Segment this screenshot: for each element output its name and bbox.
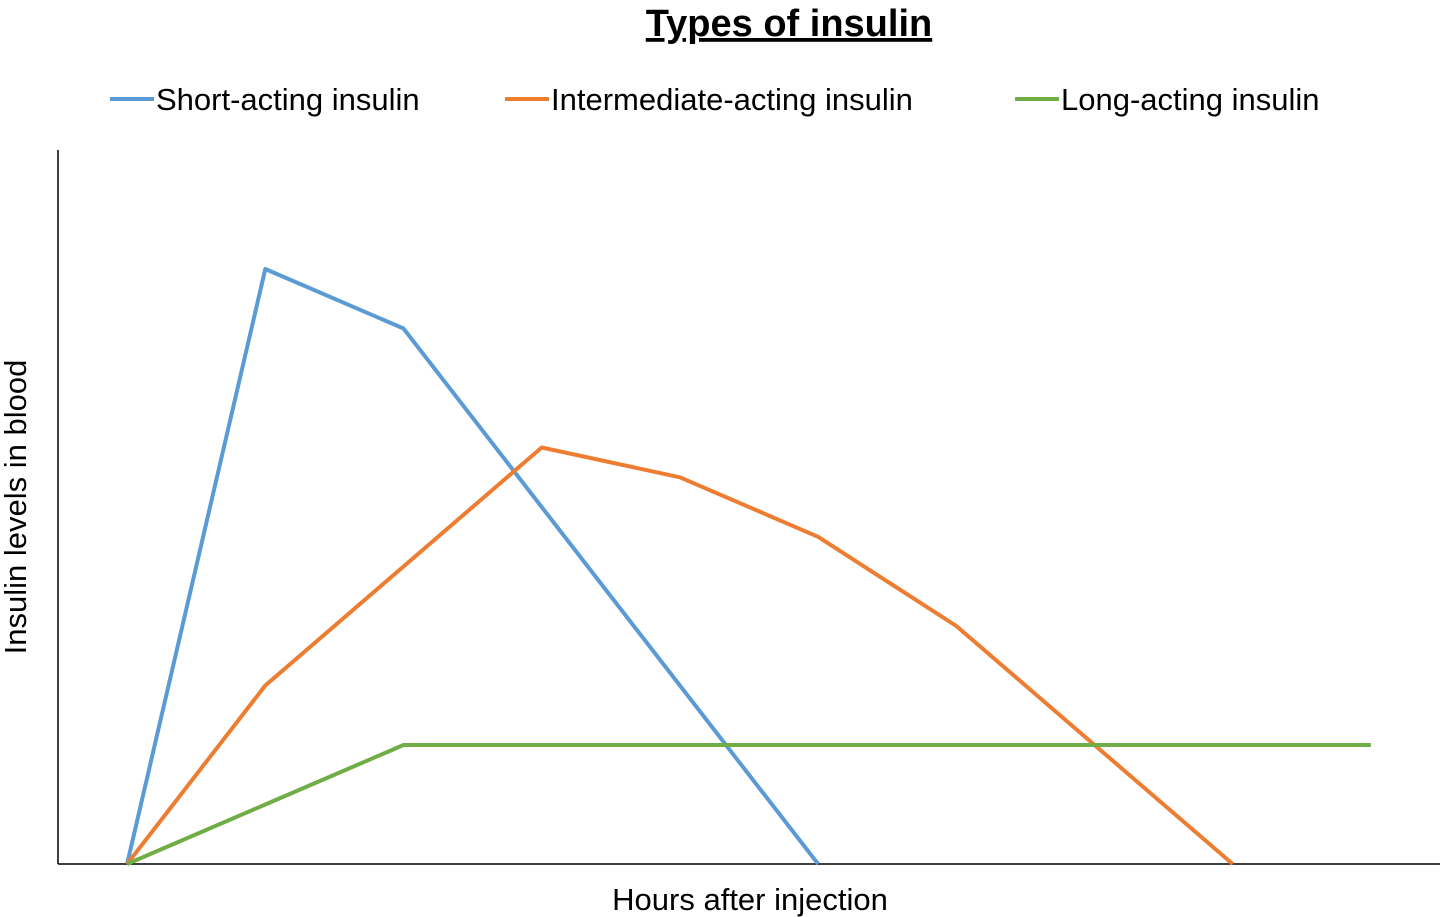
y-axis-label: Insulin levels in blood xyxy=(0,360,33,655)
series-line-long-acting-insulin xyxy=(126,743,1371,866)
series-line-short-acting-insulin xyxy=(125,267,820,866)
legend-entry-short-acting-insulin: Short-acting insulin xyxy=(110,82,420,117)
legend-entry-long-acting-insulin: Long-acting insulin xyxy=(1015,82,1320,117)
x-axis-label: Hours after injection xyxy=(612,882,888,917)
legend-label-short-acting-insulin: Short-acting insulin xyxy=(156,82,420,117)
series-layer xyxy=(125,267,1371,866)
legend-label-long-acting-insulin: Long-acting insulin xyxy=(1061,82,1320,117)
legend: Short-acting insulin Intermediate-acting … xyxy=(110,82,1320,117)
legend-entry-intermediate-acting-insulin: Intermediate-acting insulin xyxy=(505,82,913,117)
legend-label-intermediate-acting-insulin: Intermediate-acting insulin xyxy=(551,82,913,117)
series-line-intermediate-acting-insulin xyxy=(125,445,1235,866)
chart-title: Types of insulin xyxy=(646,3,932,45)
